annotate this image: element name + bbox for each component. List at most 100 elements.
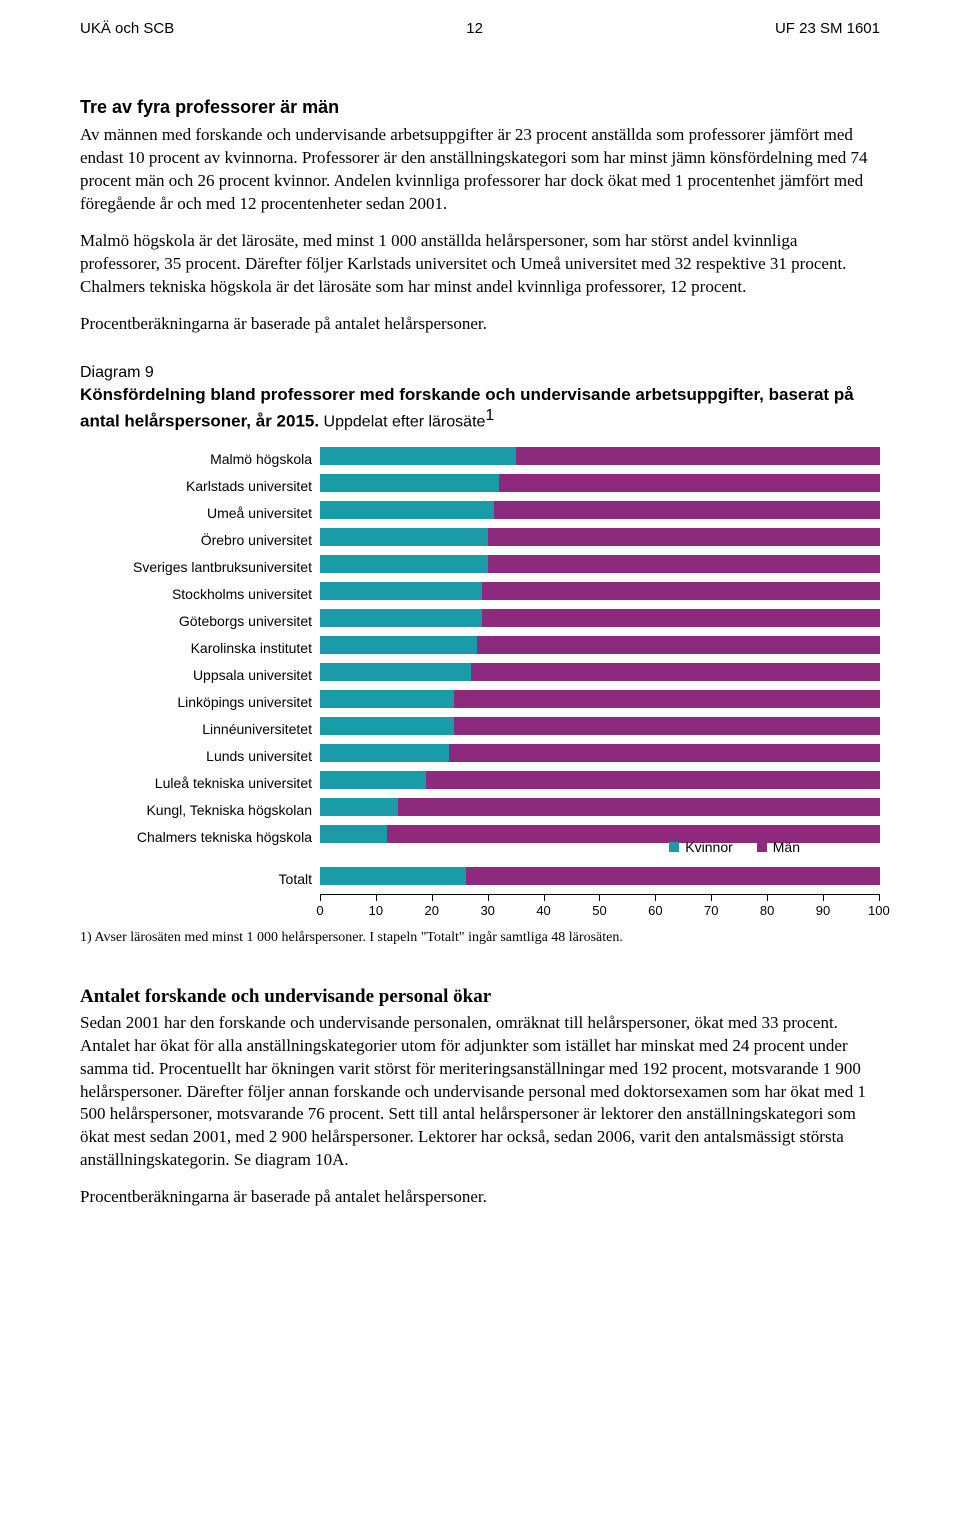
page-header: UKÄ och SCB 12 UF 23 SM 1601: [80, 20, 880, 37]
bar-segment-kvinnor: [320, 447, 516, 465]
chart-row: Luleå tekniska universitet: [80, 771, 880, 795]
bar-segment-man: [454, 717, 880, 735]
chart-legend: Kvinnor Män: [669, 839, 800, 855]
bar-segment-kvinnor: [320, 528, 488, 546]
chart-x-axis: 0102030405060708090100: [80, 894, 880, 924]
chart-bar-area: [320, 501, 880, 525]
chart-bar: [320, 609, 880, 627]
bar-segment-kvinnor: [320, 474, 499, 492]
chart-bar-area: [320, 744, 880, 768]
chart-row: Linköpings universitet: [80, 690, 880, 714]
chart-bar: [320, 771, 880, 789]
legend-swatch: [669, 842, 679, 852]
bar-segment-kvinnor: [320, 825, 387, 843]
diagram-title-wrap: Könsfördelning bland professorer med for…: [80, 384, 880, 433]
chart-bar-area: [320, 528, 880, 552]
chart-bar-area: [320, 555, 880, 579]
diagram-footnote: 1) Avser lärosäten med minst 1 000 helår…: [80, 930, 880, 946]
section2-p2: Procentberäkningarna är baserade på anta…: [80, 1186, 880, 1209]
chart-bar: [320, 798, 880, 816]
chart-bar-area: [320, 474, 880, 498]
bar-segment-man: [494, 501, 880, 519]
chart-category-label: Örebro universitet: [80, 532, 320, 548]
chart-category-label: Stockholms universitet: [80, 586, 320, 602]
chart-bar: [320, 474, 880, 492]
bar-segment-man: [488, 528, 880, 546]
bar-segment-man: [471, 663, 880, 681]
bar-segment-kvinnor: [320, 690, 454, 708]
bar-segment-kvinnor: [320, 501, 494, 519]
chart-bar: [320, 582, 880, 600]
chart-bar: [320, 636, 880, 654]
section1-heading: Tre av fyra professorer är män: [80, 97, 880, 118]
header-left: UKÄ och SCB: [80, 20, 174, 37]
bar-segment-man: [466, 867, 880, 885]
section1-p1: Av männen med forskande och undervisande…: [80, 124, 880, 216]
legend-label: Män: [773, 839, 800, 855]
chart-bar: [320, 690, 880, 708]
chart-bar-area: [320, 447, 880, 471]
chart-row: Uppsala universitet: [80, 663, 880, 687]
chart-bar: [320, 867, 880, 885]
bar-segment-man: [454, 690, 880, 708]
diagram9-block: Diagram 9 Könsfördelning bland professor…: [80, 364, 880, 946]
chart-category-label: Karlstads universitet: [80, 478, 320, 494]
bar-segment-kvinnor: [320, 771, 426, 789]
bar-segment-kvinnor: [320, 798, 398, 816]
chart-bar: [320, 501, 880, 519]
chart-category-label: Uppsala universitet: [80, 667, 320, 683]
chart-row: Malmö högskola: [80, 447, 880, 471]
chart-row: Linnéuniversitetet: [80, 717, 880, 741]
header-center: 12: [466, 20, 483, 37]
bar-segment-man: [426, 771, 880, 789]
bar-segment-man: [387, 825, 880, 843]
chart-category-label: Chalmers tekniska högskola: [80, 829, 320, 845]
section2-heading: Antalet forskande och undervisande perso…: [80, 986, 880, 1008]
chart-bar-area: [320, 636, 880, 660]
bar-segment-man: [477, 636, 880, 654]
chart-category-label: Totalt: [80, 871, 320, 887]
diagram-title-sup: 1: [485, 407, 494, 424]
chart-row: Stockholms universitet: [80, 582, 880, 606]
chart-bar-area: [320, 609, 880, 633]
chart-category-label: Linköpings universitet: [80, 694, 320, 710]
bar-segment-man: [488, 555, 880, 573]
chart-row: Lunds universitet: [80, 744, 880, 768]
section1-p3: Procentberäkningarna är baserade på anta…: [80, 313, 880, 336]
chart-bar-area: [320, 690, 880, 714]
bar-segment-man: [449, 744, 880, 762]
bar-segment-man: [499, 474, 880, 492]
bar-segment-kvinnor: [320, 555, 488, 573]
chart-category-label: Malmö högskola: [80, 451, 320, 467]
legend-label: Kvinnor: [685, 839, 732, 855]
legend-swatch: [757, 842, 767, 852]
section1-p2: Malmö högskola är det lärosäte, med mins…: [80, 230, 880, 299]
chart-bar: [320, 717, 880, 735]
chart-bar: [320, 555, 880, 573]
chart-bar: [320, 663, 880, 681]
header-right: UF 23 SM 1601: [775, 20, 880, 37]
chart-bar-area: [320, 663, 880, 687]
chart-category-label: Sveriges lantbruksuniversitet: [80, 559, 320, 575]
chart-bar: [320, 447, 880, 465]
chart-bar-area: KvinnorMän: [320, 867, 880, 891]
chart-row: Karolinska institutet: [80, 636, 880, 660]
chart-category-label: Lunds universitet: [80, 748, 320, 764]
diagram-label: Diagram 9: [80, 364, 880, 382]
chart-bar-area: [320, 771, 880, 795]
chart-row: TotaltKvinnorMän: [80, 867, 880, 891]
chart-row: Kungl, Tekniska högskolan: [80, 798, 880, 822]
chart-category-label: Göteborgs universitet: [80, 613, 320, 629]
chart-bar: [320, 744, 880, 762]
chart-bar-area: [320, 717, 880, 741]
bar-segment-kvinnor: [320, 867, 466, 885]
chart-row: Sveriges lantbruksuniversitet: [80, 555, 880, 579]
chart-bar: [320, 528, 880, 546]
chart-category-label: Umeå universitet: [80, 505, 320, 521]
bar-segment-kvinnor: [320, 636, 477, 654]
chart-category-label: Luleå tekniska universitet: [80, 775, 320, 791]
chart-row: Örebro universitet: [80, 528, 880, 552]
bar-segment-man: [516, 447, 880, 465]
chart-category-label: Karolinska institutet: [80, 640, 320, 656]
bar-segment-kvinnor: [320, 717, 454, 735]
